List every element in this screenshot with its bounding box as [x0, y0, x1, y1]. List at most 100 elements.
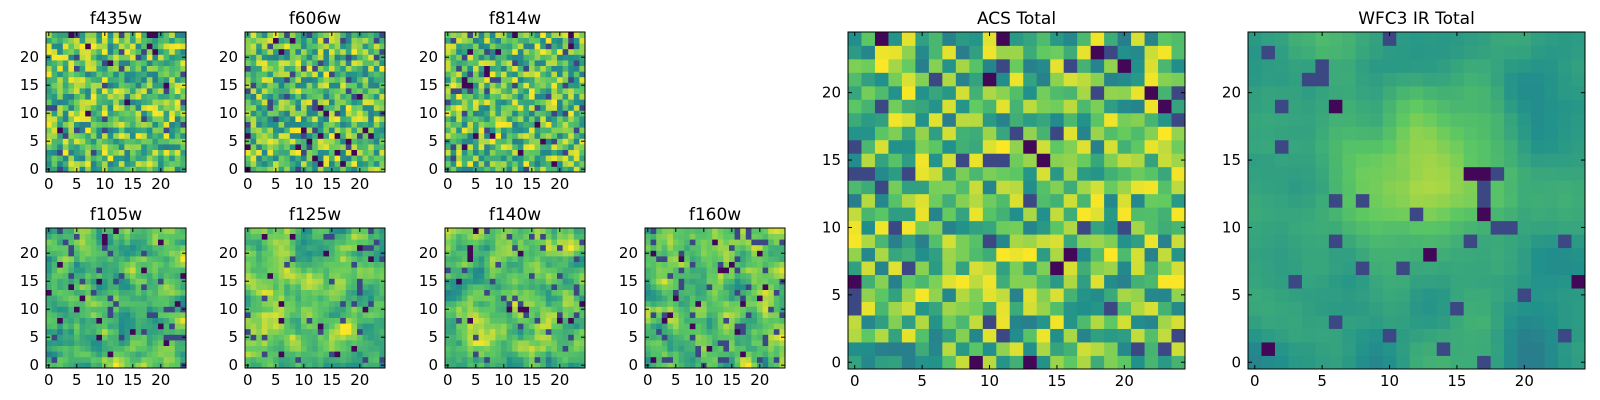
- heatmap-cell: [534, 295, 541, 302]
- heatmap-cell: [529, 312, 535, 318]
- heatmap-cell: [85, 138, 92, 145]
- heatmap-cell: [1104, 342, 1118, 356]
- heatmap-cell: [489, 267, 496, 274]
- heatmap-cell: [955, 207, 970, 222]
- heatmap-cell: [529, 340, 535, 346]
- heatmap-cell: [373, 144, 380, 150]
- heatmap-cell: [57, 93, 64, 100]
- heatmap-cell: [345, 82, 352, 89]
- heatmap-cell: [706, 362, 713, 369]
- heatmap-cell: [289, 93, 296, 100]
- heatmap-cell: [278, 351, 285, 358]
- heatmap-cell: [478, 88, 485, 94]
- heatmap-cell: [512, 295, 519, 302]
- heatmap-cell: [278, 345, 285, 352]
- heatmap-cell: [267, 110, 274, 117]
- heatmap-cell: [723, 250, 730, 257]
- heatmap-cell: [250, 228, 257, 234]
- heatmap-cell: [85, 351, 92, 358]
- heatmap-cell: [334, 48, 341, 55]
- heatmap-cell: [267, 272, 274, 279]
- heatmap-cell: [368, 60, 375, 66]
- heatmap-cell: [135, 267, 142, 274]
- heatmap-cell: [368, 37, 375, 44]
- heatmap-cell: [473, 278, 479, 285]
- heatmap-cell: [484, 362, 491, 369]
- heatmap-cell: [51, 328, 58, 335]
- heatmap-cell: [96, 54, 103, 61]
- heatmap-cell: [368, 250, 375, 257]
- heatmap-cell: [51, 138, 58, 145]
- heatmap-cell: [345, 300, 352, 307]
- heatmap-cell: [345, 88, 352, 94]
- heatmap-cell: [562, 32, 569, 38]
- heatmap-cell: [562, 306, 569, 313]
- heatmap-cell: [478, 71, 485, 78]
- heatmap-cell: [523, 149, 530, 156]
- heatmap-cell: [501, 289, 507, 296]
- heatmap-cell: [295, 93, 302, 100]
- heatmap-cell: [267, 48, 274, 55]
- heatmap-cell: [489, 37, 496, 44]
- heatmap-cell: [379, 121, 386, 128]
- heatmap-cell: [523, 345, 530, 352]
- heatmap-cell: [915, 342, 930, 356]
- heatmap-cell: [645, 261, 651, 268]
- heatmap-cell: [169, 32, 176, 38]
- heatmap-cell: [861, 301, 876, 316]
- heatmap-cell: [373, 250, 380, 257]
- heatmap-cell: [124, 54, 131, 61]
- heatmap-cell: [495, 54, 502, 61]
- heatmap-cell: [701, 334, 707, 341]
- heatmap-cell: [130, 250, 136, 257]
- heatmap-cell: [1090, 207, 1105, 222]
- heatmap-cell: [1090, 220, 1105, 235]
- heatmap-cell: [256, 306, 263, 313]
- heatmap-cell: [523, 306, 530, 313]
- heatmap-cell: [695, 323, 702, 330]
- heatmap-cell: [85, 99, 92, 106]
- heatmap-cell: [545, 71, 552, 78]
- heatmap-cell: [667, 334, 674, 341]
- heatmap-cell: [317, 256, 324, 262]
- heatmap-cell: [85, 239, 92, 246]
- heatmap-cell: [267, 250, 274, 257]
- heatmap-cell: [450, 82, 457, 89]
- heatmap-cell: [256, 132, 263, 139]
- heatmap-cell: [557, 48, 563, 55]
- heatmap-cell: [250, 312, 257, 318]
- heatmap-cell: [915, 247, 930, 262]
- heatmap-cell: [373, 261, 380, 268]
- heatmap-cell: [102, 334, 108, 341]
- x-tick-label: 5: [671, 371, 681, 389]
- heatmap-cell: [848, 220, 862, 235]
- heatmap-cell: [124, 289, 131, 296]
- heatmap-cell: [695, 261, 702, 268]
- heatmap-cell: [545, 250, 552, 257]
- heatmap-cell: [456, 60, 463, 66]
- heatmap-cell: [289, 250, 296, 257]
- heatmap-cell: [461, 110, 468, 117]
- heatmap-cell: [180, 132, 187, 139]
- heatmap-cell: [489, 345, 496, 352]
- heatmap-cell: [506, 160, 513, 167]
- heatmap-cell: [534, 82, 541, 89]
- heatmap-cell: [51, 345, 58, 352]
- panel-title: f435w: [90, 9, 142, 29]
- heatmap-cell: [267, 312, 274, 318]
- heatmap-cell: [261, 121, 268, 128]
- heatmap-cell: [62, 284, 69, 290]
- heatmap-cell: [534, 144, 541, 150]
- heatmap-cell: [534, 334, 541, 341]
- heatmap-cell: [773, 334, 780, 341]
- y-tick-label: 20: [20, 244, 39, 262]
- heatmap-cell: [62, 261, 69, 268]
- heatmap-cell: [90, 239, 97, 246]
- heatmap-cell: [351, 334, 358, 341]
- heatmap-cell: [562, 138, 569, 145]
- heatmap-cell: [529, 328, 535, 335]
- heatmap-cell: [915, 166, 930, 181]
- heatmap-cell: [113, 166, 120, 173]
- heatmap-cell: [289, 132, 296, 139]
- heatmap-cell: [152, 138, 159, 145]
